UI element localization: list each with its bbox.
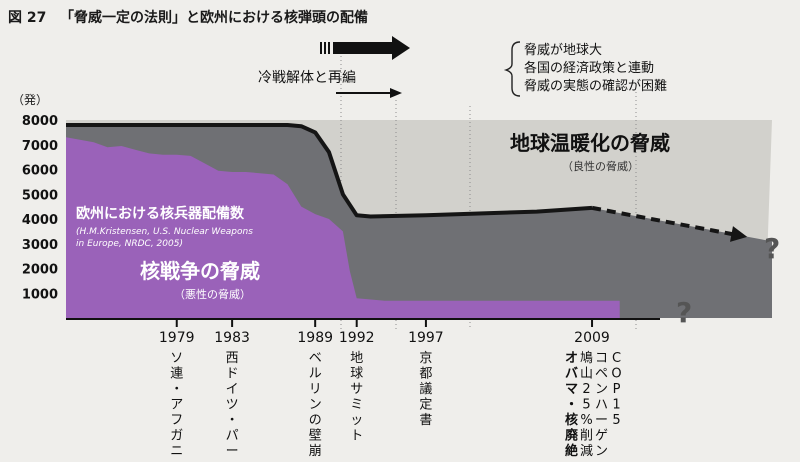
arrow-stripe-3 (328, 42, 330, 54)
question-mark-nuclear: ? (676, 296, 692, 329)
year-label-1997: 1997 (408, 330, 444, 346)
year-label-1979: 1979 (159, 330, 195, 346)
figure-label: 図 27 (8, 10, 46, 26)
event-label-2009-1: コペンハーゲン (595, 351, 608, 459)
nuclear-source-2: in Europe, NRDC, 2005) (76, 239, 183, 249)
brace-line-2: 各国の経済政策と連動 (524, 60, 654, 76)
figure-title: 「脅威一定の法則」と欧州における核弾頭の配備 (60, 9, 368, 26)
cold-war-label: 冷戦解体と再編 (258, 70, 356, 86)
brace-line-1: 脅威が地球大 (524, 43, 602, 58)
x-ticks (175, 319, 594, 327)
nuclear-war-sub: （悪性の脅威） (174, 287, 251, 301)
arrow-stripe-2 (324, 42, 326, 54)
nuclear-series-label: 欧州における核兵器配備数 (76, 205, 245, 222)
arrow-head (392, 36, 410, 60)
global-warming-title: 地球温暖化の脅威 (510, 131, 670, 155)
year-labels: 1979 1983 1989 1992 1997 2009 (159, 330, 610, 346)
brace-line-3: 脅威の実態の確認が困難 (524, 78, 667, 94)
y-tick-2000: 2000 (22, 263, 58, 278)
threat-line (66, 123, 593, 219)
event-label-1979: ソ連・アフガニ (170, 351, 183, 459)
year-label-1989: 1989 (297, 330, 333, 346)
event-label-2009-3: オバマ・核廃絶 (564, 351, 579, 459)
cold-war-arrow-bottom (336, 88, 402, 98)
year-label-2009: 2009 (574, 330, 610, 346)
year-label-1983: 1983 (214, 330, 250, 346)
arrow-shaft (333, 42, 393, 54)
threat-projection-arrowhead (730, 226, 748, 242)
brace (503, 41, 521, 97)
y-tick-4000: 4000 (22, 213, 58, 228)
arrow-stripe-1 (320, 42, 322, 54)
threat-projection-dash (591, 205, 738, 238)
y-tick-8000: 8000 (22, 114, 58, 129)
nuclear-source-1: (H.M.Kristensen, U.S. Nuclear Weapons (76, 227, 253, 237)
event-label-1997: 京都議定書 (419, 351, 432, 428)
y-tick-labels: 1000 2000 3000 4000 5000 6000 7000 8000 (22, 114, 58, 302)
question-mark-warming: ? (764, 232, 780, 265)
y-tick-1000: 1000 (22, 287, 58, 302)
y-tick-7000: 7000 (22, 139, 58, 154)
nuclear-weapons-area (66, 137, 620, 318)
y-tick-3000: 3000 (22, 238, 58, 253)
event-label-2009-2: 鳩山 2 5 %削減 (580, 351, 593, 459)
y-axis-unit: （発） (12, 93, 48, 107)
year-label-1992: 1992 (339, 330, 375, 346)
event-label-1983: 西ドイツ・パー (226, 351, 239, 459)
event-label-1992: 地球サミット (350, 351, 363, 444)
cold-war-arrow-top (320, 36, 410, 60)
event-label-1989: ベルリンの壁崩 (309, 351, 322, 459)
arrow-head-small (390, 88, 402, 98)
global-warming-sub: （良性の脅威） (562, 159, 639, 173)
y-tick-6000: 6000 (22, 164, 58, 179)
y-tick-5000: 5000 (22, 188, 58, 203)
nuclear-war-title: 核戦争の脅威 (140, 259, 260, 283)
event-labels: ソ連・アフガニ 西ドイツ・パー ベルリンの壁崩 地球サミット 京都議定書 C O P 1 5コペン… (170, 351, 621, 459)
